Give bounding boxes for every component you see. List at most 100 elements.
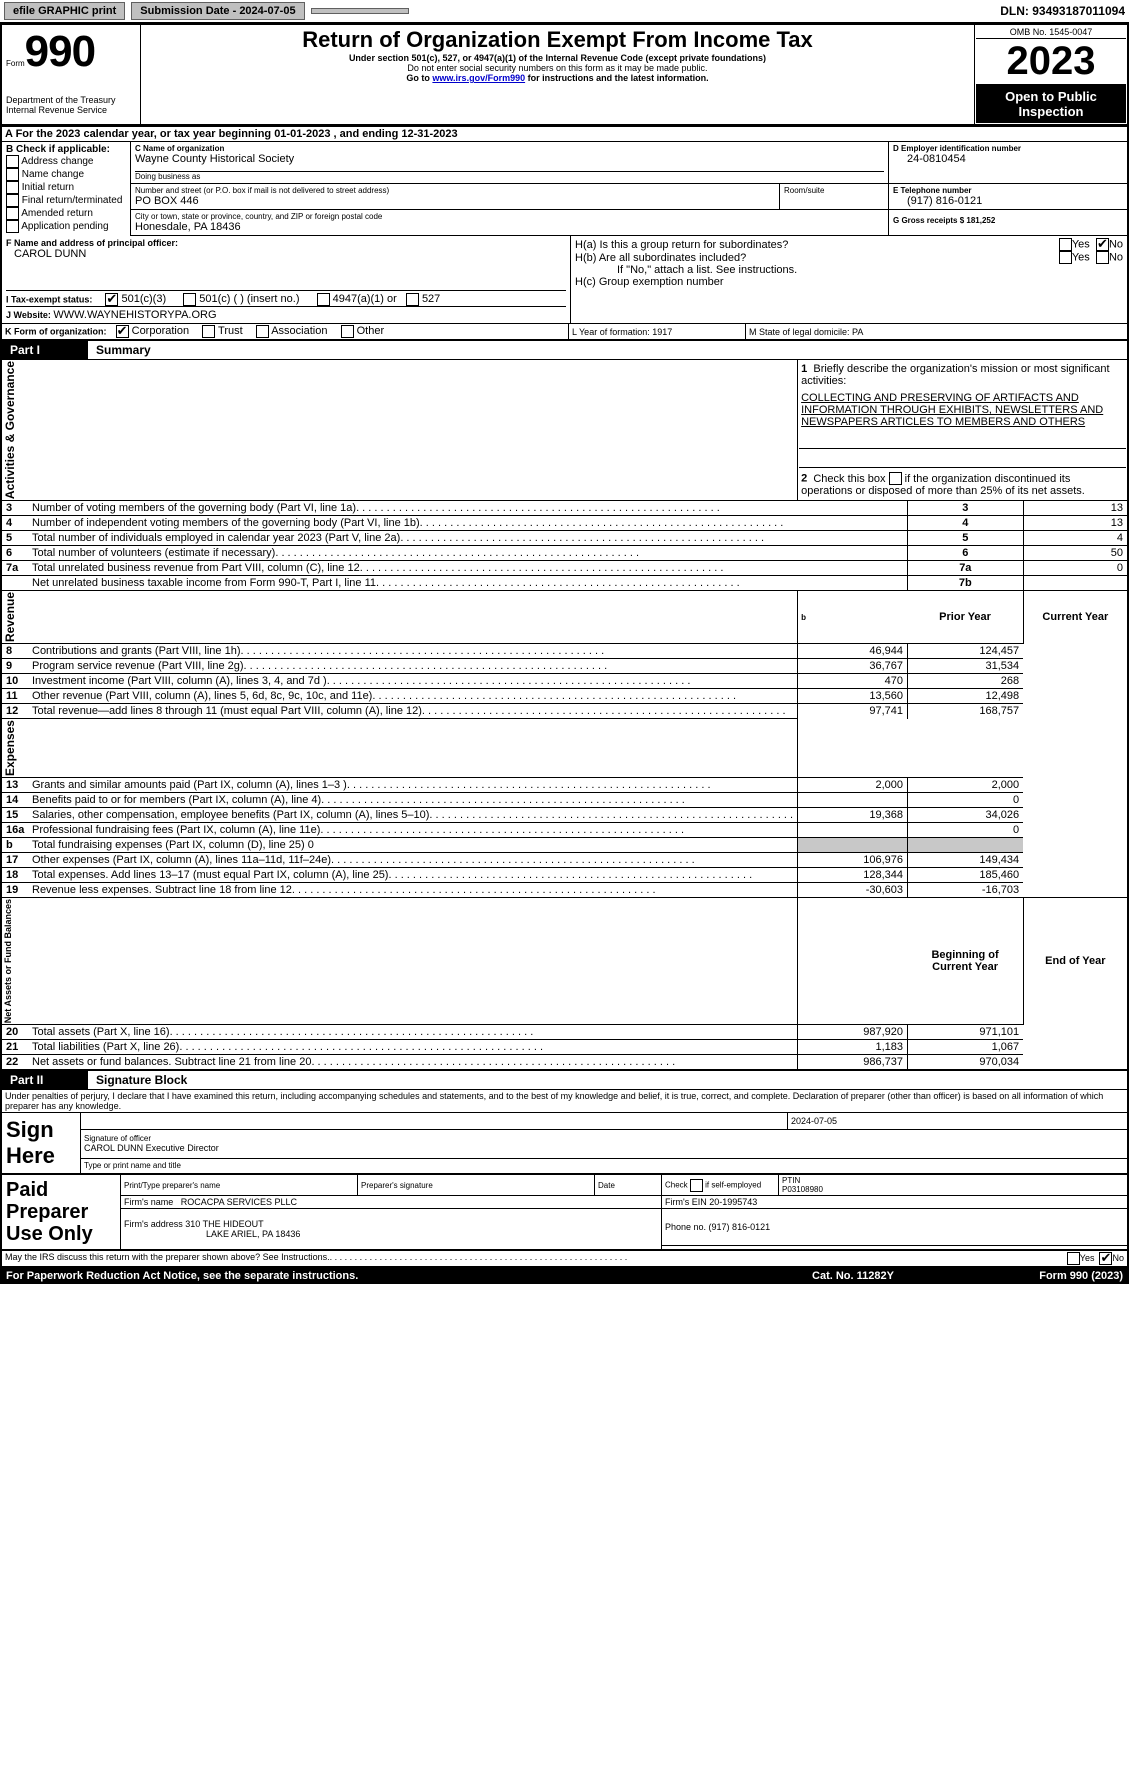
footer-mid: Cat. No. 11282Y: [743, 1270, 963, 1282]
box-l: L Year of formation: 1917: [569, 324, 746, 340]
efile-print-button[interactable]: efile GRAPHIC print: [4, 2, 125, 20]
hb-no-checkbox[interactable]: [1096, 251, 1109, 264]
box-b-checkbox[interactable]: [6, 194, 19, 207]
box-b-checkbox[interactable]: [6, 220, 19, 233]
form-number: 990: [25, 27, 95, 76]
box-i-label: I Tax-exempt status:: [6, 294, 92, 304]
date-label: Date: [595, 1175, 662, 1196]
part1-table: Activities & Governance 1 Briefly descri…: [0, 359, 1129, 1069]
subtitle: Under section 501(c), 527, or 4947(a)(1)…: [147, 53, 968, 63]
527-checkbox[interactable]: [406, 293, 419, 306]
omb-label: OMB No. 1545-0047: [976, 26, 1126, 39]
firm-name: ROCACPA SERVICES PLLC: [181, 1197, 297, 1207]
phone-label: E Telephone number: [893, 186, 1123, 195]
return-title: Return of Organization Exempt From Incom…: [147, 27, 968, 53]
box-b-checkbox[interactable]: [6, 168, 19, 181]
sign-here-label: Sign Here: [6, 1117, 76, 1169]
corp-checkbox[interactable]: [116, 325, 129, 338]
discuss-yes-checkbox[interactable]: [1067, 1252, 1080, 1265]
submission-date-button[interactable]: Submission Date - 2024-07-05: [131, 2, 304, 20]
box-b-item: Initial return: [6, 181, 126, 194]
mission-text: COLLECTING AND PRESERVING OF ARTIFACTS A…: [798, 389, 1128, 432]
line-a: A For the 2023 calendar year, or tax yea…: [0, 126, 1129, 142]
hb-label: H(b) Are all subordinates included?: [575, 252, 1059, 264]
website-value: WWW.WAYNEHISTORYPA.ORG: [53, 309, 216, 321]
501c3-checkbox[interactable]: [105, 293, 118, 306]
paid-label: Paid Preparer Use Only: [6, 1179, 116, 1245]
sig-officer-label: Signature of officer: [84, 1134, 1124, 1143]
form-label: Form990: [6, 27, 136, 77]
street-value: PO BOX 446: [135, 195, 775, 207]
assoc-checkbox[interactable]: [256, 325, 269, 338]
discuss-no-checkbox[interactable]: [1099, 1252, 1112, 1265]
box-b-checkbox[interactable]: [6, 155, 19, 168]
part1-title: Summary: [88, 341, 159, 359]
other-checkbox[interactable]: [341, 325, 354, 338]
city-value: Honesdale, PA 18436: [135, 221, 884, 233]
l2-checkbox[interactable]: [889, 472, 902, 485]
ha-yes-checkbox[interactable]: [1059, 238, 1072, 251]
col-current: Current Year: [1023, 591, 1128, 644]
may-irs: May the IRS discuss this return with the…: [5, 1252, 330, 1265]
ha-no-checkbox[interactable]: [1096, 238, 1109, 251]
trust-checkbox[interactable]: [202, 325, 215, 338]
preparer-table: Paid Preparer Use Only Print/Type prepar…: [0, 1175, 1129, 1251]
ptin-label: PTIN: [782, 1176, 1124, 1185]
type-label: Type or print name and title: [81, 1158, 1129, 1174]
box-k-label: K Form of organization:: [5, 326, 107, 336]
part2-tab: Part II: [2, 1071, 88, 1089]
box-b-title: B Check if applicable:: [6, 144, 126, 155]
box-b-item: Address change: [6, 155, 126, 168]
ein-value: 24-0810454: [893, 153, 1123, 165]
501c-checkbox[interactable]: [183, 293, 196, 306]
sig-date: 2024-07-05: [788, 1113, 1129, 1130]
side-exp: Expenses: [3, 720, 17, 776]
box-b-checkbox[interactable]: [6, 181, 19, 194]
irs-label: Internal Revenue Service: [6, 105, 136, 115]
box-j-label: J Website:: [6, 310, 53, 320]
col-prior: Prior Year: [908, 591, 1024, 644]
street-label: Number and street (or P.O. box if mail i…: [135, 186, 775, 195]
open-public-badge: Open to Public Inspection: [976, 85, 1126, 123]
blank-button: [311, 8, 409, 14]
footer: For Paperwork Reduction Act Notice, see …: [0, 1268, 1129, 1284]
hb-note: If "No," attach a list. See instructions…: [575, 264, 1123, 276]
officer-name: CAROL DUNN: [6, 248, 566, 260]
goto-line: Go to www.irs.gov/Form990 for instructio…: [147, 73, 968, 83]
tax-year: 2023: [976, 39, 1126, 85]
self-emp-checkbox[interactable]: [690, 1179, 703, 1192]
irs-link[interactable]: www.irs.gov/Form990: [432, 73, 525, 83]
declaration: Under penalties of perjury, I declare th…: [0, 1090, 1129, 1112]
room-label: Room/suite: [784, 186, 884, 195]
box-c-name-label: C Name of organization: [135, 144, 884, 153]
box-d-label: D Employer identification number: [893, 144, 1123, 153]
footer-right: Form 990 (2023): [963, 1270, 1123, 1282]
col-end: End of Year: [1023, 898, 1128, 1025]
box-b-item: Final return/terminated: [6, 194, 126, 207]
l1-label: Briefly describe the organization's miss…: [801, 363, 1109, 387]
city-label: City or town, state or province, country…: [135, 212, 884, 221]
dba-label: Doing business as: [135, 172, 884, 181]
side-na: Net Assets or Fund Balances: [3, 899, 13, 1023]
header-table: Form990 Department of the Treasury Inter…: [0, 23, 1129, 126]
topbar: efile GRAPHIC print Submission Date - 20…: [0, 0, 1129, 23]
firm-addr1: 310 THE HIDEOUT: [185, 1219, 263, 1229]
fh-block: F Name and address of principal officer:…: [0, 236, 1129, 324]
gross-receipts: G Gross receipts $ 181,252: [893, 216, 1123, 225]
box-b-checkbox[interactable]: [6, 207, 19, 220]
bcdefg-block: B Check if applicable: Address change Na…: [0, 142, 1129, 236]
prep-sig-label: Preparer's signature: [358, 1175, 595, 1196]
ssn-warning: Do not enter social security numbers on …: [147, 63, 968, 73]
l2-text: Check this box if the organization disco…: [801, 473, 1085, 498]
box-b-item: Application pending: [6, 220, 126, 233]
ha-label: H(a) Is this a group return for subordin…: [575, 239, 1059, 251]
box-b-item: Name change: [6, 168, 126, 181]
hb-yes-checkbox[interactable]: [1059, 251, 1072, 264]
ptin-value: P03108980: [782, 1185, 1124, 1194]
prep-phone: (917) 816-0121: [709, 1222, 771, 1232]
4947-checkbox[interactable]: [317, 293, 330, 306]
box-m: M State of legal domicile: PA: [746, 324, 1129, 340]
box-b-item: Amended return: [6, 207, 126, 220]
col-begin: Beginning of Current Year: [908, 898, 1024, 1025]
sig-officer-name: CAROL DUNN Executive Director: [84, 1143, 1124, 1153]
